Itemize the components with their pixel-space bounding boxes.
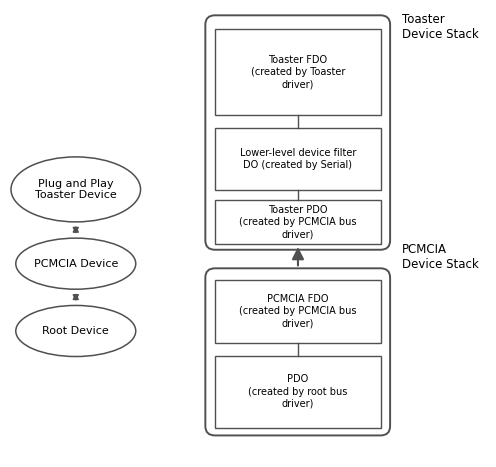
Ellipse shape (16, 238, 136, 289)
Bar (215, 127, 380, 191)
Bar (215, 280, 380, 343)
Text: Toaster
Device Stack: Toaster Device Stack (402, 13, 479, 41)
Text: PDO
(created by root bus
driver): PDO (created by root bus driver) (248, 374, 347, 409)
Bar (215, 355, 380, 428)
FancyBboxPatch shape (205, 15, 390, 250)
FancyBboxPatch shape (205, 269, 390, 435)
Text: Root Device: Root Device (42, 326, 109, 336)
Bar (215, 29, 380, 115)
Text: Lower-level device filter
DO (created by Serial): Lower-level device filter DO (created by… (240, 148, 356, 170)
Text: PCMCIA FDO
(created by PCMCIA bus
driver): PCMCIA FDO (created by PCMCIA bus driver… (239, 294, 357, 329)
Text: Plug and Play
Toaster Device: Plug and Play Toaster Device (35, 178, 117, 200)
Text: Toaster FDO
(created by Toaster
driver): Toaster FDO (created by Toaster driver) (250, 55, 345, 90)
Ellipse shape (16, 305, 136, 356)
Ellipse shape (11, 157, 140, 222)
Bar (215, 200, 380, 244)
Text: PCMCIA
Device Stack: PCMCIA Device Stack (402, 243, 479, 271)
Text: PCMCIA Device: PCMCIA Device (34, 259, 118, 269)
Text: Toaster PDO
(created by PCMCIA bus
driver): Toaster PDO (created by PCMCIA bus drive… (239, 205, 357, 240)
